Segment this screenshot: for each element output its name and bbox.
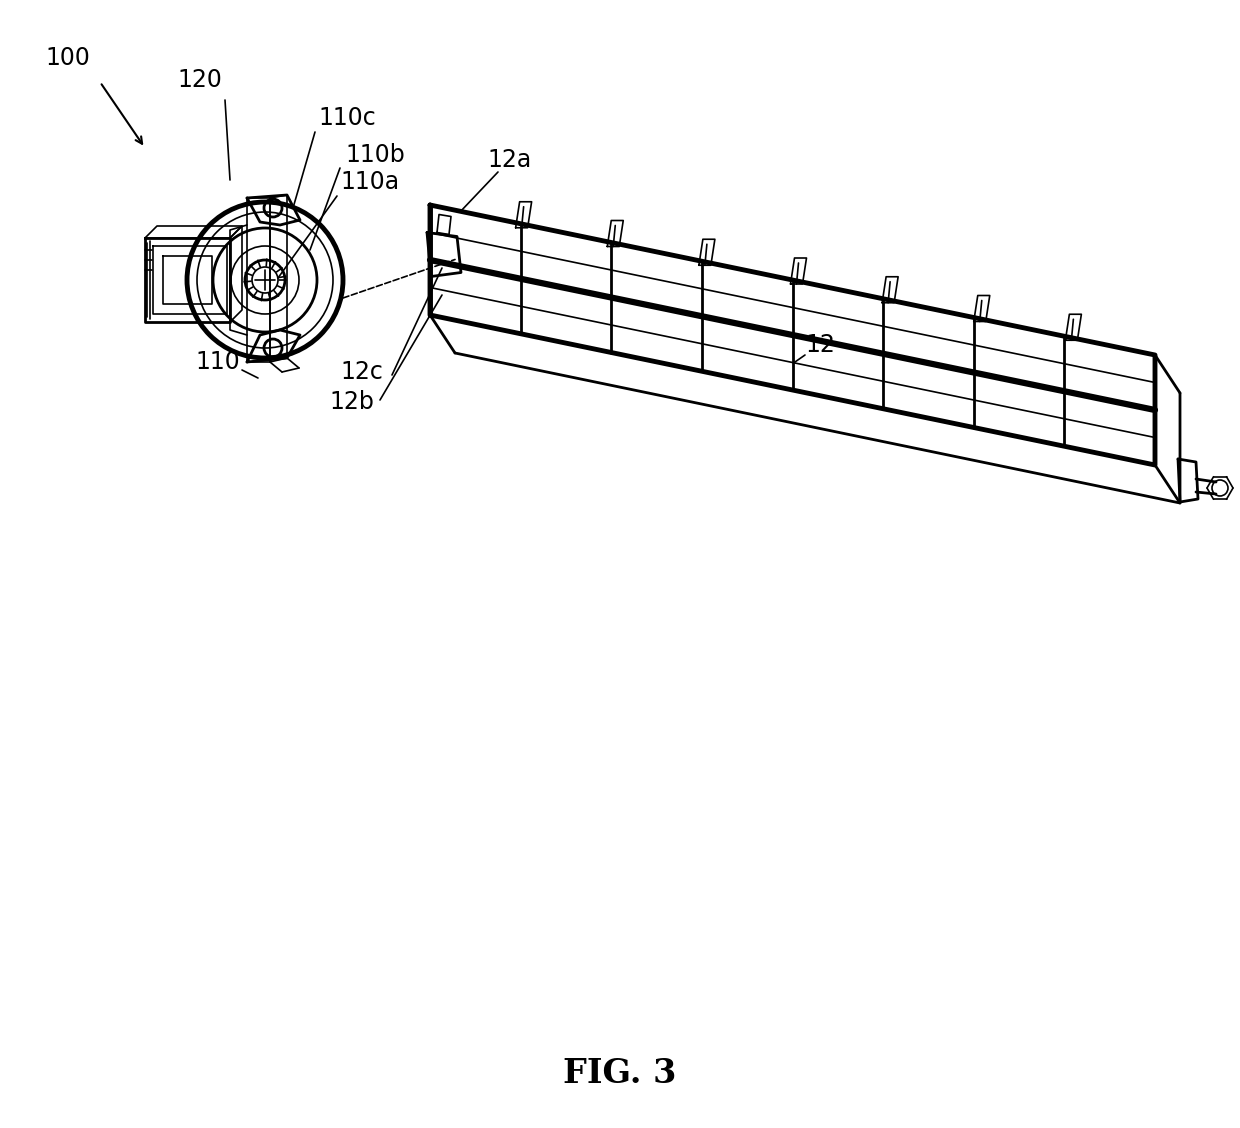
Text: 100: 100	[46, 46, 91, 70]
Text: 110a: 110a	[340, 170, 399, 194]
Text: 12c: 12c	[341, 360, 383, 384]
Text: 12: 12	[805, 333, 835, 356]
Text: 110: 110	[196, 350, 241, 374]
Text: 12a: 12a	[487, 148, 532, 171]
Text: 12b: 12b	[330, 390, 374, 414]
Text: 120: 120	[177, 68, 222, 92]
Text: 110c: 110c	[317, 106, 376, 130]
Text: 110b: 110b	[345, 143, 404, 167]
Text: FIG. 3: FIG. 3	[563, 1057, 677, 1091]
